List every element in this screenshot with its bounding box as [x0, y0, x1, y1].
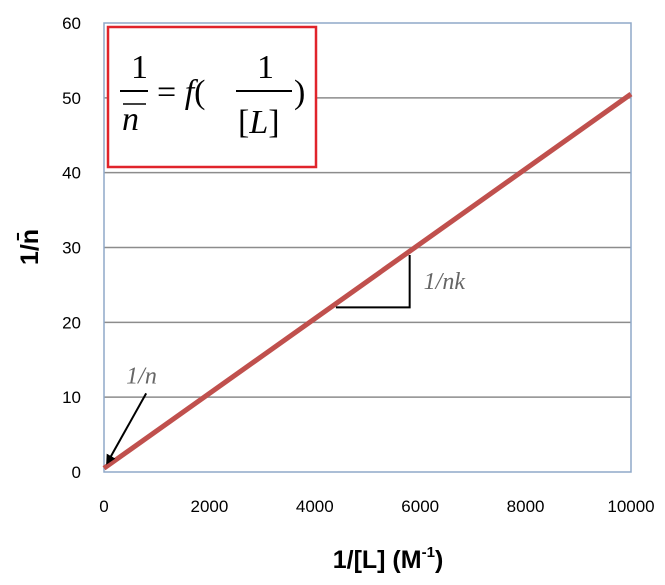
y-tick-label: 40: [62, 164, 81, 183]
y-axis-title: 1/n̄: [15, 229, 44, 265]
y-tick-label: 60: [62, 14, 81, 33]
series-layer: [102, 92, 633, 471]
equation-eq-sign: =: [157, 74, 185, 111]
series-line: [102, 92, 633, 471]
x-tick-label: 0: [99, 497, 108, 516]
x-tick-label: 8000: [507, 497, 545, 516]
intercept-label: 1/n: [126, 363, 157, 389]
y-tick-label: 10: [62, 388, 81, 407]
y-tick-label: 50: [62, 89, 81, 108]
x-tick-labels: 0 2000 4000 6000 8000 10000: [99, 497, 654, 516]
y-tick-label: 0: [72, 463, 81, 482]
equation-rhs-numerator: 1: [257, 49, 274, 86]
x-axis-title: 1/[L] (M-1): [333, 544, 444, 574]
equation-rhs-denominator: [L]: [238, 104, 280, 141]
eq-L: L: [248, 104, 268, 141]
slope-triangle: [335, 254, 411, 309]
x-tick-label: 2000: [190, 497, 228, 516]
equation-box: 1 n = f( 1 [L] ): [106, 25, 318, 169]
x-axis-title-end: ): [435, 546, 443, 574]
equation-equals-f: = f(: [157, 74, 205, 111]
equation-lhs-numerator: 1: [131, 49, 148, 86]
intercept-arrow: [106, 392, 148, 465]
y-tick-label: 20: [62, 313, 81, 332]
x-tick-label: 6000: [401, 497, 439, 516]
slope-label: 1/nk: [424, 269, 466, 295]
x-tick-label: 4000: [296, 497, 334, 516]
equation-lhs-denominator: n: [122, 101, 139, 138]
eq-lbracket: [: [238, 104, 249, 141]
plot-area: [103, 22, 632, 473]
x-axis-title-superscript: -1: [422, 544, 435, 561]
y-tick-label: 30: [62, 239, 81, 258]
equation-border: [106, 25, 318, 169]
x-tick-label: 10000: [607, 497, 654, 516]
eq-rbracket: ]: [268, 104, 279, 141]
y-tick-labels: 0 10 20 30 40 50 60: [62, 14, 81, 482]
x-axis-title-main: 1/[L] (M: [333, 546, 422, 574]
equation-close-paren: ): [294, 74, 305, 111]
equation-open-paren: (: [194, 74, 205, 111]
